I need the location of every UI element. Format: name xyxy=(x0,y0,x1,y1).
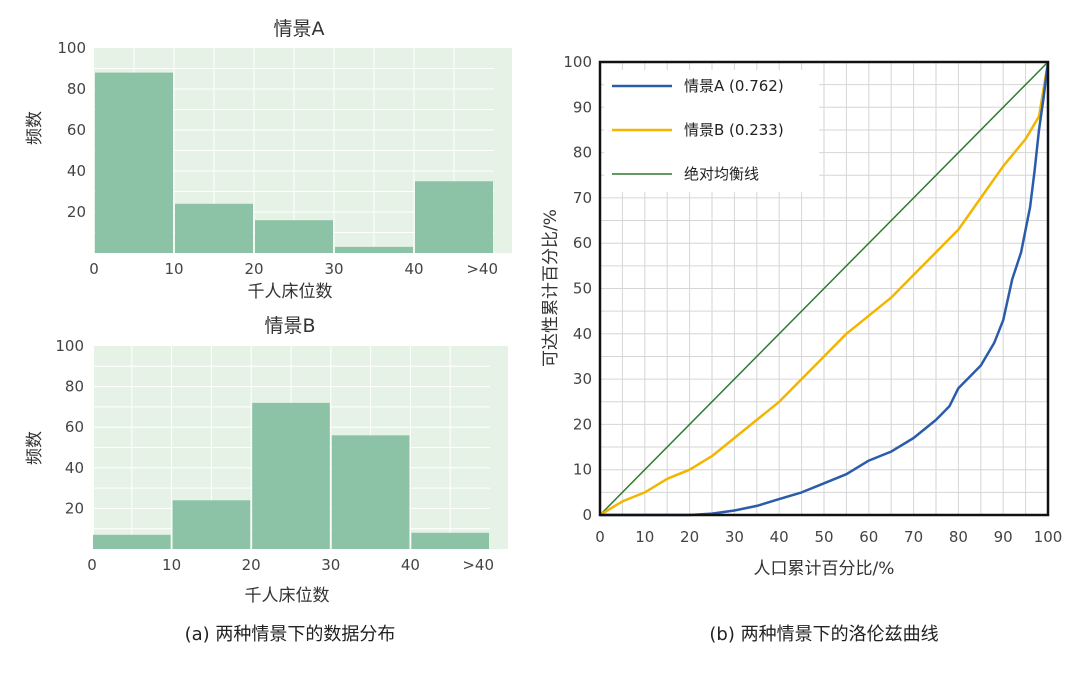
y-tick-label: 70 xyxy=(573,189,592,207)
x-tick-label: 70 xyxy=(904,528,923,546)
x-tick-label: 90 xyxy=(994,528,1013,546)
lorenz-lines xyxy=(599,61,1050,517)
y-tick-label: 10 xyxy=(573,461,592,479)
x-tick-label: 80 xyxy=(949,528,968,546)
x-tick-label: 20 xyxy=(244,260,263,278)
histogram-bar xyxy=(415,181,493,253)
y-tick-label: 20 xyxy=(573,415,592,433)
y-tick-label: 90 xyxy=(573,98,592,116)
legend-label-scenario-b: 情景B (0.233) xyxy=(684,121,784,139)
lorenz-x-label: 人口累计百分比/% xyxy=(754,559,895,579)
hist-b-bars xyxy=(93,402,489,549)
y-tick-label: 40 xyxy=(573,325,592,343)
lorenz-grid xyxy=(600,62,1048,515)
legend-label-scenario-a: 情景A (0.762) xyxy=(684,77,784,95)
lorenz-legend: 情景A (0.762) 情景B (0.233) 绝对均衡线 xyxy=(604,70,819,192)
histogram-bar xyxy=(411,532,489,549)
histogram-scenario-b: 情景B 20 40 60 80 100 0 10 20 30 40 >40 千人床位数 频数 xyxy=(25,315,508,606)
y-tick-label: 30 xyxy=(573,370,592,388)
x-tick-label: >40 xyxy=(466,260,498,278)
x-tick-label: 30 xyxy=(321,556,340,574)
x-tick-label: 10 xyxy=(162,556,181,574)
x-tick-label: 10 xyxy=(635,528,654,546)
histogram-bar xyxy=(331,435,410,549)
x-tick-label: 30 xyxy=(725,528,744,546)
caption-a: (a) 两种情景下的数据分布 xyxy=(185,624,396,645)
x-tick-label: 20 xyxy=(680,528,699,546)
y-tick-label: 60 xyxy=(67,121,86,139)
lorenz-x-ticks: 0 10 20 30 40 50 60 70 80 90 100 xyxy=(595,528,1062,546)
histogram-bar xyxy=(95,72,173,253)
equality-line xyxy=(599,61,1049,516)
y-tick-label: 100 xyxy=(563,53,592,71)
x-tick-label: 0 xyxy=(595,528,605,546)
hist-b-y-label: 频数 xyxy=(25,431,45,465)
y-tick-label: 0 xyxy=(582,506,592,524)
hist-a-x-label: 千人床位数 xyxy=(248,282,333,302)
y-tick-label: 20 xyxy=(67,203,86,221)
y-tick-label: 100 xyxy=(55,337,84,355)
y-tick-label: 20 xyxy=(65,499,84,517)
hist-a-x-ticks: 0 10 20 30 40 >40 xyxy=(89,260,498,278)
hist-a-bars xyxy=(95,72,493,253)
y-tick-label: 80 xyxy=(573,144,592,162)
x-tick-label: 50 xyxy=(814,528,833,546)
x-tick-label: 40 xyxy=(404,260,423,278)
y-tick-label: 60 xyxy=(65,418,84,436)
hist-a-y-ticks: 20 40 60 80 100 xyxy=(57,39,86,221)
y-tick-label: 50 xyxy=(573,280,592,298)
hist-b-x-ticks: 0 10 20 30 40 >40 xyxy=(87,556,494,574)
y-tick-label: 80 xyxy=(65,378,84,396)
x-tick-label: >40 xyxy=(462,556,494,574)
lorenz-chart: 0 10 20 30 40 50 60 70 80 90 100 0 10 20 30 40 50 60 70 80… xyxy=(541,53,1062,579)
histogram-bar xyxy=(175,203,253,253)
x-tick-label: 60 xyxy=(859,528,878,546)
histogram-bar xyxy=(172,500,251,549)
y-tick-label: 60 xyxy=(573,234,592,252)
x-tick-label: 0 xyxy=(87,556,97,574)
lorenz-y-ticks: 0 10 20 30 40 50 60 70 80 90 100 xyxy=(563,53,592,524)
y-tick-label: 40 xyxy=(65,459,84,477)
y-tick-label: 100 xyxy=(57,39,86,57)
histogram-bar xyxy=(93,534,171,549)
x-tick-label: 40 xyxy=(401,556,420,574)
histogram-scenario-a: 情景A 20 40 60 80 100 0 10 20 30 40 >40 千人床位数 频数 xyxy=(25,18,512,302)
x-tick-label: 30 xyxy=(324,260,343,278)
hist-a-title: 情景A xyxy=(274,18,325,40)
x-tick-label: 100 xyxy=(1034,528,1063,546)
x-tick-label: 20 xyxy=(242,556,261,574)
lorenz-line-scenario-b xyxy=(599,61,1050,517)
x-tick-label: 10 xyxy=(164,260,183,278)
hist-b-y-ticks: 20 40 60 80 100 xyxy=(55,337,84,517)
y-tick-label: 80 xyxy=(67,80,86,98)
hist-b-title: 情景B xyxy=(264,315,315,337)
histogram-bar xyxy=(335,246,413,253)
x-tick-label: 0 xyxy=(89,260,99,278)
x-tick-label: 40 xyxy=(770,528,789,546)
lorenz-y-label: 可达性累计百分比/% xyxy=(541,209,561,367)
legend-label-equality-line: 绝对均衡线 xyxy=(684,165,759,183)
histogram-bar xyxy=(252,402,330,549)
hist-a-y-label: 频数 xyxy=(25,111,45,145)
lorenz-frame xyxy=(598,60,1050,517)
lorenz-line-scenario-a xyxy=(600,61,1050,517)
caption-b: (b) 两种情景下的洛伦兹曲线 xyxy=(709,624,938,645)
hist-b-x-label: 千人床位数 xyxy=(245,586,330,606)
histogram-bar xyxy=(255,220,333,253)
y-tick-label: 40 xyxy=(67,162,86,180)
